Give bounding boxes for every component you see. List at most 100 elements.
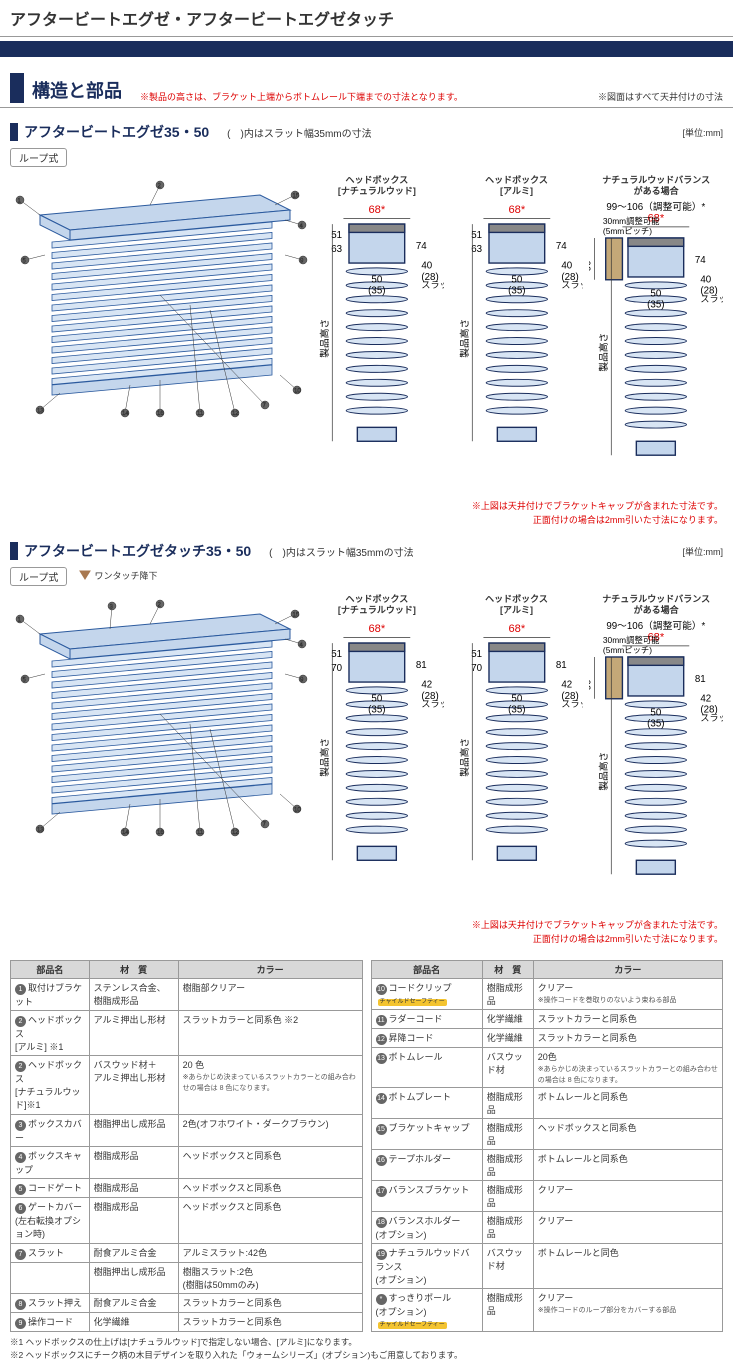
table-header: カラー [533,961,722,979]
svg-text:製品高さ: 製品高さ [458,737,471,776]
table-row: 1取付けブラケット ステンレス合金、樹脂成形品 樹脂部クリアー [11,979,363,1011]
section-note-red: ※製品の高さは、ブラケット上端からボトムレール下端までの寸法となります。 [140,90,463,103]
table-header: 材 質 [482,961,533,979]
table-row: 8スラット押え 耐食アルミ合金 スラットカラーと同系色 [11,1293,363,1312]
svg-text:68*: 68* [368,204,385,216]
svg-text:11: 11 [197,411,204,417]
svg-text:30mm調整可能: 30mm調整可能 [603,216,660,226]
svg-text:16: 16 [157,411,164,417]
svg-text:40: 40 [421,260,432,271]
svg-text:81: 81 [555,660,566,671]
svg-text:(28): (28) [561,271,578,282]
svg-text:30mm調整可能: 30mm調整可能 [603,635,660,645]
svg-text:10: 10 [294,389,301,395]
svg-text:14: 14 [122,411,129,417]
table-header: 部品名 [11,961,90,979]
svg-text:(35): (35) [368,704,385,715]
svg-text:製品高さ: 製品高さ [458,318,471,357]
svg-text:製品高さ: 製品高さ [318,318,331,357]
table-row: 7スラット 耐食アルミ合金 アルミスラット:42色 [11,1243,363,1262]
svg-text:70: 70 [331,663,342,674]
diagram-col: ヘッドボックス[アルミ] 68* 6351 74 50 (35) スラット幅 4… [450,175,584,494]
svg-text:(28): (28) [701,704,718,715]
diagram-col: ナチュラルウッドバランスがある場合 68* 99～106（調整可能）* 30mm… [589,594,723,913]
svg-text:90: 90 [589,259,593,270]
svg-text:50: 50 [371,693,382,704]
footnotes: ※1 ヘッドボックスの仕上げは[ナチュラルウッド]で指定しない場合、[アルミ]に… [0,1332,733,1372]
svg-text:12: 12 [232,411,239,417]
svg-text:50: 50 [371,274,382,285]
svg-text:13: 13 [37,409,44,415]
svg-text:16: 16 [157,830,164,836]
table-row: 17バランスブラケット 樹脂成形品 クリアー [371,1181,723,1212]
page-title: アフタービートエグゼ・アフタービートエグゼタッチ [0,0,733,37]
onetouch-label: ワンタッチ降下 [78,569,157,582]
product-1: アフタービートエグゼ35・50 ( )内はスラット幅35mmの寸法 [単位:mm… [0,122,733,527]
section-header: 構造と部品 ※製品の高さは、ブラケット上端からボトムレール下端までの寸法となりま… [0,73,733,108]
table-row: 5コードゲート 樹脂成形品 ヘッドボックスと同系色 [11,1179,363,1198]
svg-text:68*: 68* [508,623,525,635]
svg-text:製品高さ: 製品高さ [597,751,610,790]
product-2-illustration: 1 2 15 4 9 5 13 14 16 12 11 7 10 3 [10,594,310,913]
svg-text:50: 50 [651,707,662,718]
svg-text:99～106（調整可能）*: 99～106（調整可能）* [607,200,706,213]
svg-text:90: 90 [589,678,593,689]
svg-text:(35): (35) [368,285,385,296]
svg-text:(35): (35) [648,718,665,729]
svg-text:51: 51 [331,649,342,660]
svg-text:50: 50 [511,274,522,285]
product-1-title: アフタービートエグゼ35・50 [24,122,209,142]
svg-text:(28): (28) [701,285,718,296]
table-row: 16テープホルダー 樹脂成形品 ボトムレールと同系色 [371,1150,723,1181]
svg-text:製品高さ: 製品高さ [597,332,610,371]
table-row: 3ボックスカバー 樹脂押出し成形品 2色(オフホワイト・ダークブラウン) [11,1114,363,1146]
product-2-unit: [単位:mm] [683,545,724,558]
svg-text:11: 11 [197,830,204,836]
svg-text:(35): (35) [508,704,525,715]
parts-table-left: 部品名材 質カラー 1取付けブラケット ステンレス合金、樹脂成形品 樹脂部クリア… [10,960,363,1332]
table-row: *すっきりポール(オプション)チャイルドセーフティー 樹脂成形品 クリアー※操作… [371,1289,723,1332]
product-2: アフタービートエグゼタッチ35・50 ( )内はスラット幅35mmの寸法 [単位… [0,541,733,946]
svg-text:74: 74 [695,255,706,266]
svg-text:63: 63 [331,244,342,255]
svg-text:50: 50 [651,288,662,299]
table-row: 13ボトムレール バスウッド材 20色※あらかじめ決まっているスラットカラーとの… [371,1048,723,1088]
svg-text:63: 63 [471,244,482,255]
section-mark [10,73,24,103]
svg-text:50: 50 [511,693,522,704]
table-header: 材 質 [89,961,178,979]
svg-text:68*: 68* [508,204,525,216]
table-row: 15ブラケットキャップ 樹脂成形品 ヘッドボックスと同系色 [371,1119,723,1150]
product-1-unit: [単位:mm] [683,126,724,139]
table-row: 18バランスホルダー(オプション) 樹脂成形品 クリアー [371,1212,723,1244]
table-row: 19ナチュラルウッドバランス(オプション) バスウッド材 ボトムレールと同色 [371,1244,723,1289]
product-1-red-note: ※上図は天井付けでブラケットキャップが含まれた寸法です。 正面付けの場合は2mm… [10,500,723,527]
loop-tag-2: ループ式 [10,567,67,586]
product-mark [10,123,18,141]
section-note-right: ※図面はすべて天井付けの寸法 [598,90,723,103]
svg-text:(35): (35) [508,285,525,296]
table-row: 10コードクリップチャイルドセーフティー 樹脂成形品 クリアー※操作コードを巻取… [371,979,723,1010]
product-2-title: アフタービートエグゼタッチ35・50 [24,541,251,561]
parts-tables: 部品名材 質カラー 1取付けブラケット ステンレス合金、樹脂成形品 樹脂部クリア… [0,960,733,1332]
svg-text:81: 81 [695,674,706,685]
svg-text:(35): (35) [648,299,665,310]
diagram-col: ナチュラルウッドバランスがある場合 68* 99～106（調整可能）* 30mm… [589,175,723,494]
table-row: 6ゲートカバー(左右転換オプション時) 樹脂成形品 ヘッドボックスと同系色 [11,1198,363,1243]
table-header: カラー [178,961,362,979]
table-row: 12昇降コード 化学繊維 スラットカラーと同系色 [371,1029,723,1048]
diagram-col: ヘッドボックス[アルミ] 68* 7051 81 50 (35) スラット幅 4… [450,594,584,913]
svg-text:(28): (28) [421,690,438,701]
table-row: 9操作コード 化学繊維 スラットカラーと同系色 [11,1312,363,1331]
svg-text:40: 40 [561,260,572,271]
svg-text:51: 51 [331,230,342,241]
svg-text:51: 51 [471,230,482,241]
product-1-illustration: 1 2 15 4 9 5 13 14 16 12 11 7 10 [10,175,310,494]
loop-tag-1: ループ式 [10,148,67,167]
svg-text:14: 14 [122,830,129,836]
title-bar [0,41,733,57]
svg-text:70: 70 [471,663,482,674]
diagram-col: ヘッドボックス[ナチュラルウッド] 68* 6351 74 50 (35) スラ… [310,175,444,494]
table-row: 14ボトムプレート 樹脂成形品 ボトムレールと同系色 [371,1088,723,1119]
svg-text:(5mmピッチ): (5mmピッチ) [603,644,652,654]
